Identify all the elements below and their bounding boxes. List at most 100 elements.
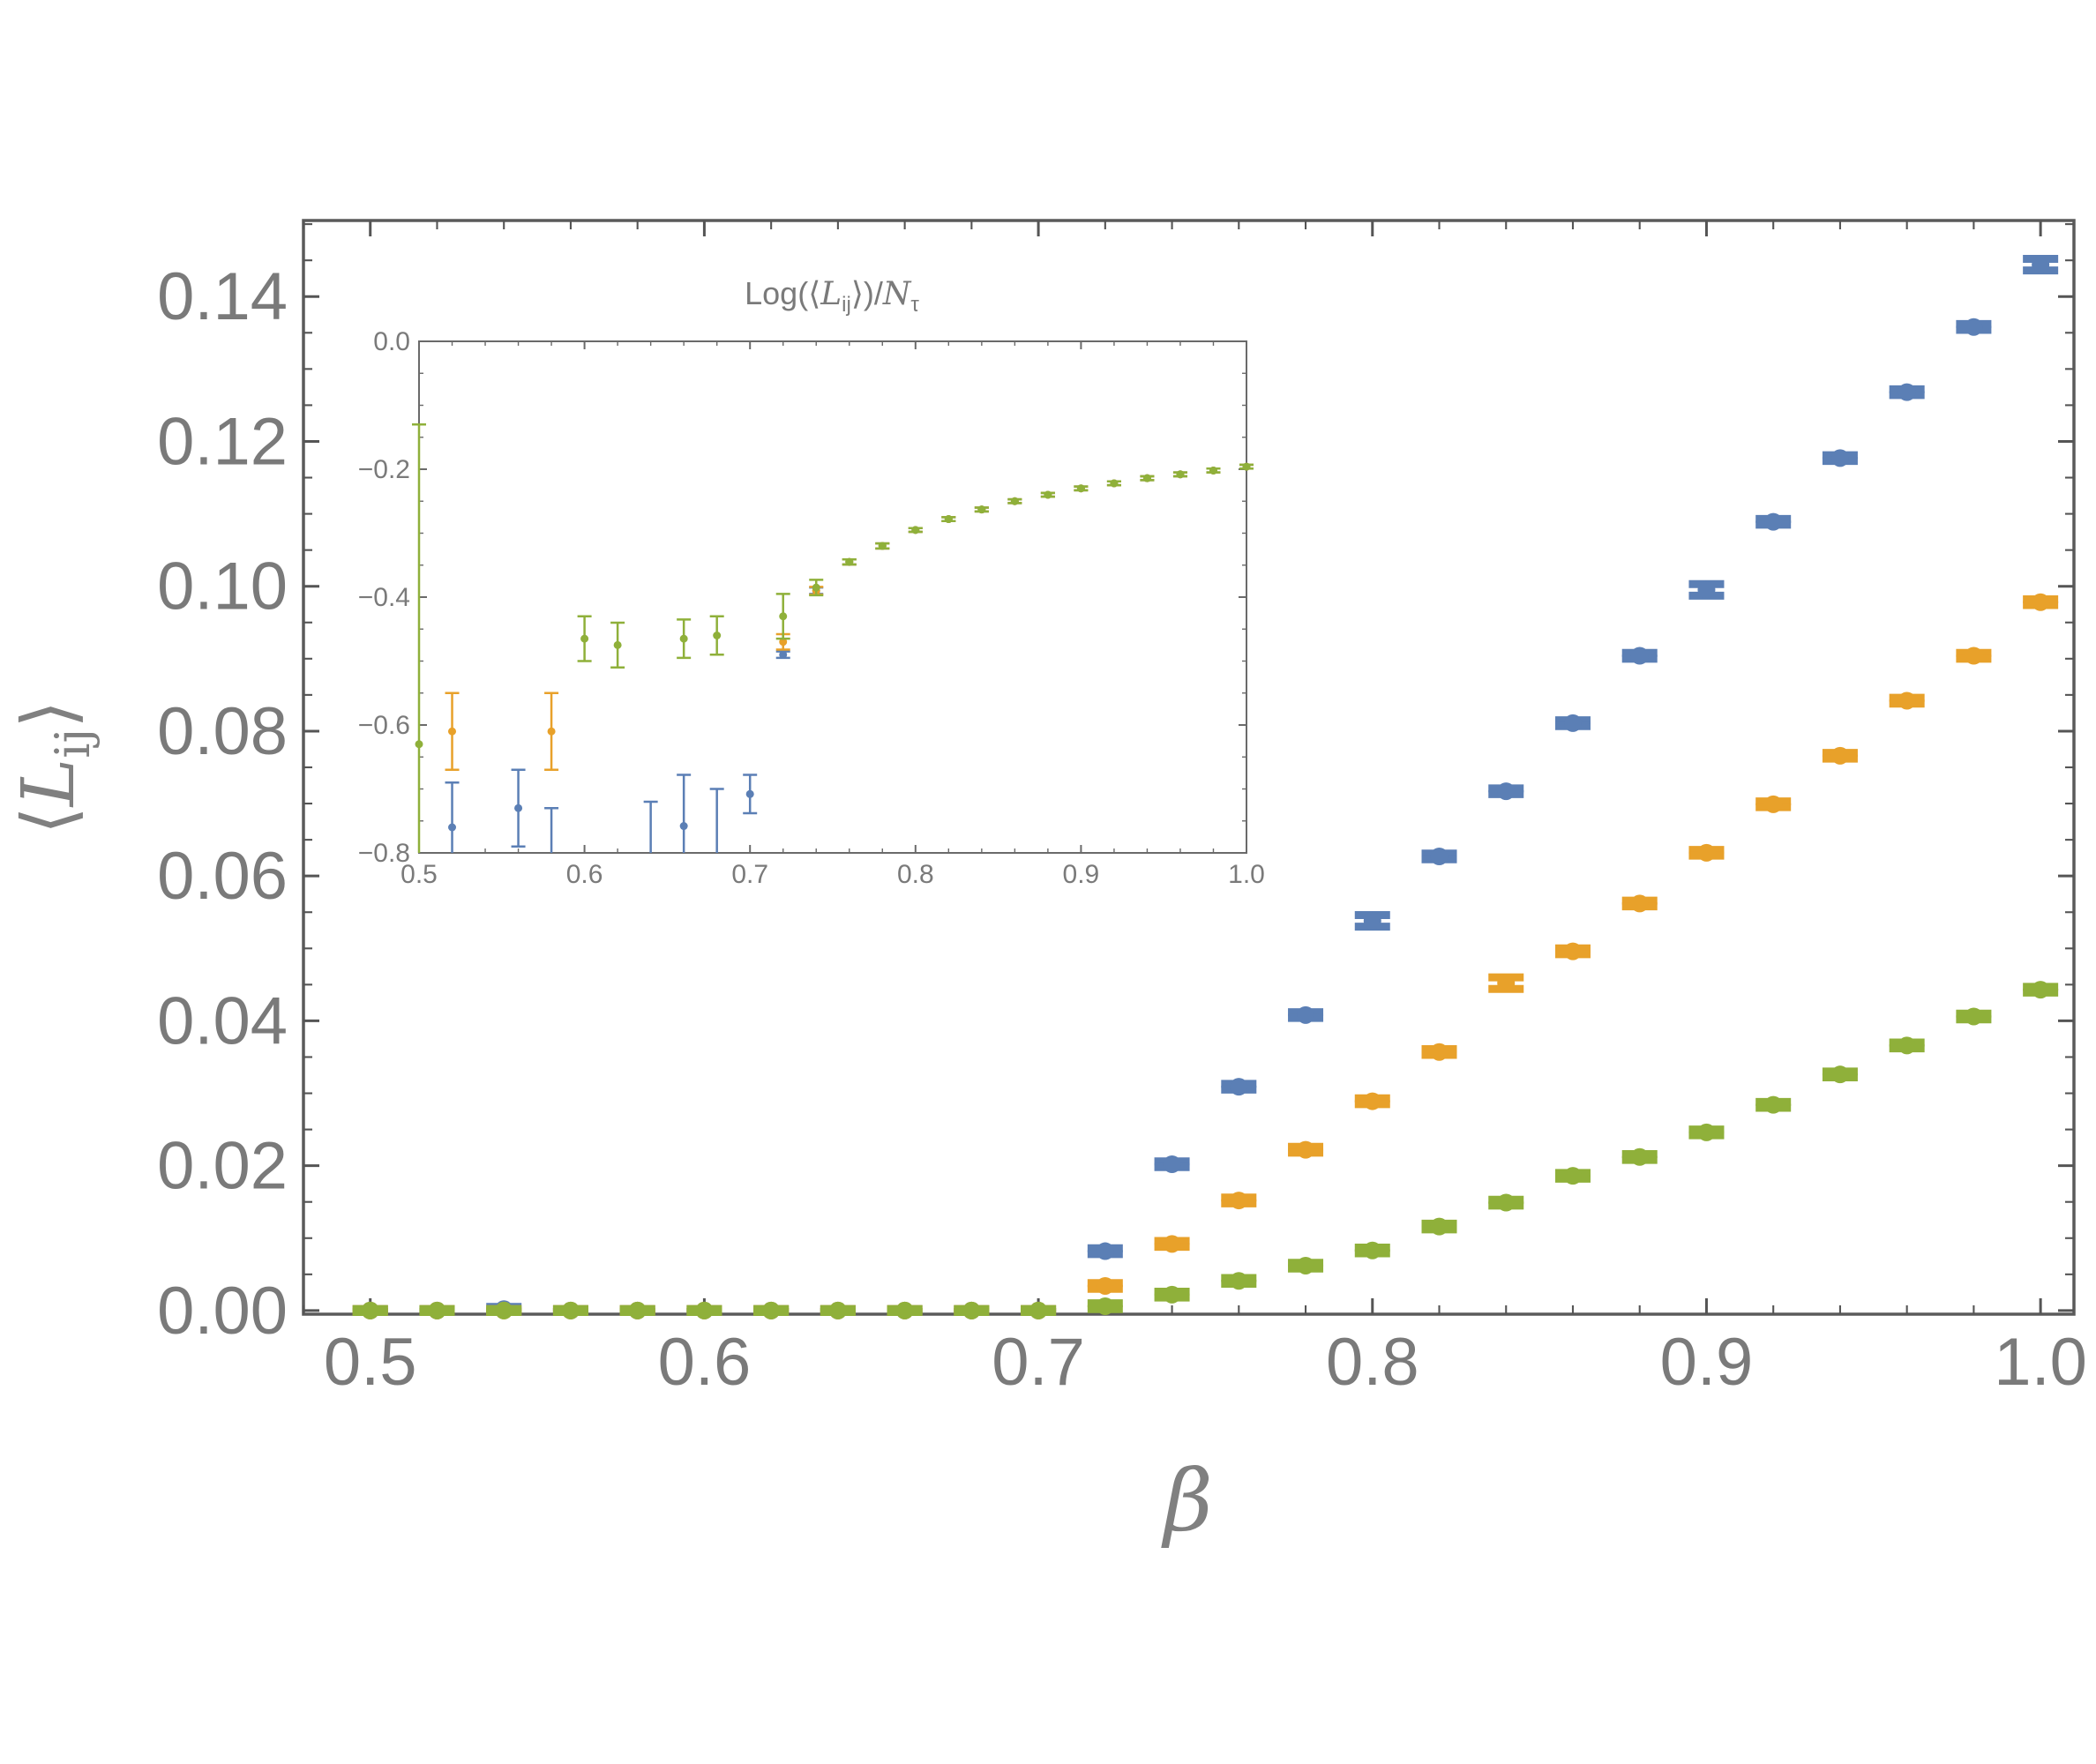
data-point <box>1497 974 1516 992</box>
data-point <box>1563 1167 1582 1185</box>
data-point <box>895 1301 914 1319</box>
data-point <box>1076 484 1085 493</box>
data-point <box>779 650 788 659</box>
data-point <box>1965 1007 1983 1026</box>
data-point <box>1209 466 1217 475</box>
data-point <box>1497 782 1516 801</box>
data-point <box>911 526 920 534</box>
data-point <box>1563 942 1582 960</box>
x-tick-label: 1.0 <box>1228 860 1265 889</box>
data-point <box>628 1301 647 1319</box>
y-tick-label: 0.08 <box>157 694 288 769</box>
x-tick-label: 0.9 <box>1063 860 1100 889</box>
data-point <box>1363 912 1381 931</box>
main-axis-ticks <box>302 220 2074 1314</box>
data-point <box>1297 1140 1315 1159</box>
data-point <box>1029 1301 1048 1319</box>
data-point <box>547 727 556 736</box>
data-point <box>878 542 887 550</box>
main-plot: 0.5 0.6 0.7 0.8 0.9 1.0 0.000.020.040.060.080… <box>7 219 2087 1551</box>
data-point <box>580 634 589 643</box>
data-point <box>1630 1147 1649 1166</box>
x-tick-label: 0.5 <box>324 1325 417 1400</box>
data-point <box>1697 580 1716 599</box>
data-point <box>962 1301 981 1319</box>
y-tick-label: 0.14 <box>157 259 288 334</box>
data-point <box>1764 512 1783 531</box>
error-bar <box>544 807 559 853</box>
data-point <box>695 1301 714 1319</box>
inset-x-tick-labels: 0.5 0.6 0.7 0.8 0.9 1.0 <box>400 860 1265 889</box>
data-point <box>1697 843 1716 862</box>
data-point <box>1242 462 1251 471</box>
x-tick-label: 0.7 <box>731 860 768 889</box>
data-point <box>679 634 688 643</box>
data-point <box>1297 1005 1315 1024</box>
x-tick-label: 0.9 <box>1660 1325 1754 1400</box>
data-point <box>779 612 788 621</box>
data-point <box>1563 714 1582 732</box>
data-point <box>1230 1192 1248 1210</box>
error-bar <box>643 800 658 853</box>
data-point <box>514 804 523 812</box>
data-point <box>1044 490 1052 499</box>
data-point <box>1497 1193 1516 1212</box>
series-3 <box>352 981 2059 1319</box>
data-point <box>1430 1043 1448 1061</box>
data-point <box>448 727 457 736</box>
main-data-marks <box>352 255 2059 1319</box>
main-x-axis-title: β <box>1161 1452 1213 1551</box>
main-x-tick-labels: 0.5 0.6 0.7 0.8 0.9 1.0 <box>324 1325 2087 1400</box>
error-bar <box>445 781 460 853</box>
data-point <box>1630 647 1649 665</box>
data-point <box>1230 1272 1248 1290</box>
data-point <box>1176 470 1185 479</box>
series-3 <box>412 423 1254 853</box>
data-point <box>779 638 788 647</box>
y-tick-label: −0.4 <box>358 583 410 612</box>
data-point <box>944 515 953 524</box>
data-point <box>1163 1235 1181 1253</box>
data-point <box>495 1301 513 1319</box>
y-tick-label: 0.00 <box>157 1274 288 1349</box>
data-point <box>1110 479 1119 488</box>
x-tick-label: 0.7 <box>992 1325 1085 1400</box>
inset-plot: 0.5 0.6 0.7 0.8 0.9 1.0 0.0 −0.2 −0.4 −0.6 −0.8 L… <box>358 275 1265 889</box>
data-point <box>1163 1285 1181 1304</box>
data-point <box>2032 593 2050 611</box>
data-point <box>1096 1297 1114 1315</box>
data-point <box>812 583 820 592</box>
error-bar <box>709 788 724 853</box>
data-point <box>1630 894 1649 913</box>
data-point <box>1430 1217 1448 1236</box>
error-bar <box>412 423 426 853</box>
data-point <box>845 557 854 566</box>
data-point <box>561 1301 580 1319</box>
data-point <box>1965 647 1983 665</box>
y-tick-label: −0.8 <box>358 839 410 868</box>
x-tick-label: 1.0 <box>1994 1325 2087 1400</box>
inset-data-marks <box>412 423 1254 853</box>
data-point <box>1010 497 1019 505</box>
data-point <box>1363 1241 1381 1259</box>
error-bar <box>677 774 692 853</box>
data-point <box>1965 318 1983 336</box>
data-point <box>1430 848 1448 866</box>
data-point <box>361 1301 379 1319</box>
x-tick-label: 0.8 <box>1326 1325 1419 1400</box>
data-point <box>1096 1276 1114 1295</box>
main-y-tick-labels: 0.00 0.02 0.04 0.06 0.08 0.10 0.12 0.14 <box>157 259 288 1349</box>
y-tick-label: −0.6 <box>358 711 410 740</box>
data-point <box>1142 474 1151 482</box>
y-tick-label: 0.06 <box>157 839 288 914</box>
x-tick-label: 0.5 <box>400 860 438 889</box>
data-point <box>1363 1092 1381 1110</box>
data-point <box>713 632 722 639</box>
data-point <box>1830 449 1849 467</box>
data-point <box>1898 383 1916 401</box>
data-point <box>415 740 423 749</box>
y-tick-label: 0.0 <box>373 327 410 356</box>
data-point <box>1830 1065 1849 1084</box>
data-point <box>977 505 986 514</box>
